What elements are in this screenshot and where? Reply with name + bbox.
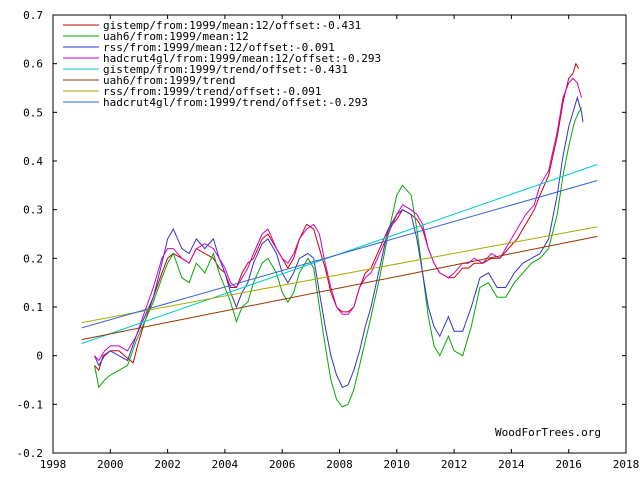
x-tick-label: 2006: [269, 458, 296, 471]
legend-label-3: hadcrut4gl/from:1999/mean:12/offset:-0.2…: [103, 52, 381, 65]
legend-label-4: gistemp/from:1999/trend/offset:-0.431: [103, 63, 348, 76]
series-line-1: [94, 107, 583, 408]
x-tick-label: 2000: [97, 458, 124, 471]
watermark: WoodForTrees.org: [495, 426, 601, 439]
x-tick-label: 2008: [326, 458, 353, 471]
trend-line-7: [81, 180, 598, 329]
series-line-2: [94, 95, 584, 388]
axis-layer: 1998 2000 2002 2004 2006 2008 2010 2012 2014 2016…: [17, 9, 640, 471]
x-tick-label: 2010: [384, 458, 411, 471]
y-tick-label: 0.3: [23, 204, 43, 217]
y-tick-label: -0.1: [17, 398, 44, 411]
legend-label-2: rss/from:1999/mean:12/offset:-0.091: [103, 41, 335, 54]
legend-label-6: rss/from:1999/trend/offset:-0.091: [103, 85, 322, 98]
x-tick-label: 2014: [498, 458, 525, 471]
x-tick-label: 2002: [154, 458, 181, 471]
y-tick-label: 0.4: [23, 155, 43, 168]
y-tick-label: 0.7: [23, 9, 43, 22]
x-tick-label: 2016: [555, 458, 582, 471]
legend-label-5: uah6/from:1999/trend: [103, 74, 235, 87]
trend-line-6: [81, 226, 598, 324]
x-tick-label: 2004: [212, 458, 239, 471]
y-tick-label: 0.6: [23, 58, 43, 71]
series-layer: [81, 62, 598, 408]
legend-label-1: uah6/from:1999/mean:12: [103, 30, 249, 43]
legend: gistemp/from:1999/mean:12/offset:-0.431u…: [63, 19, 381, 109]
trend-line-5: [81, 235, 598, 341]
series-line-3: [94, 77, 583, 362]
legend-label-7: hadcrut4gl/from:1999/trend/offset:-0.293: [103, 96, 368, 109]
x-tick-label: 2012: [441, 458, 468, 471]
x-tick-label: 2018: [613, 458, 640, 471]
legend-label-0: gistemp/from:1999/mean:12/offset:-0.431: [103, 19, 361, 32]
series-line-0: [94, 62, 580, 372]
y-tick-label: 0.5: [23, 106, 43, 119]
y-tick-label: 0.1: [23, 301, 43, 314]
x-tick-label: 1998: [40, 458, 67, 471]
y-tick-label: 0.2: [23, 252, 43, 265]
y-tick-label: -0.2: [17, 447, 44, 460]
y-tick-label: 0: [36, 350, 43, 363]
